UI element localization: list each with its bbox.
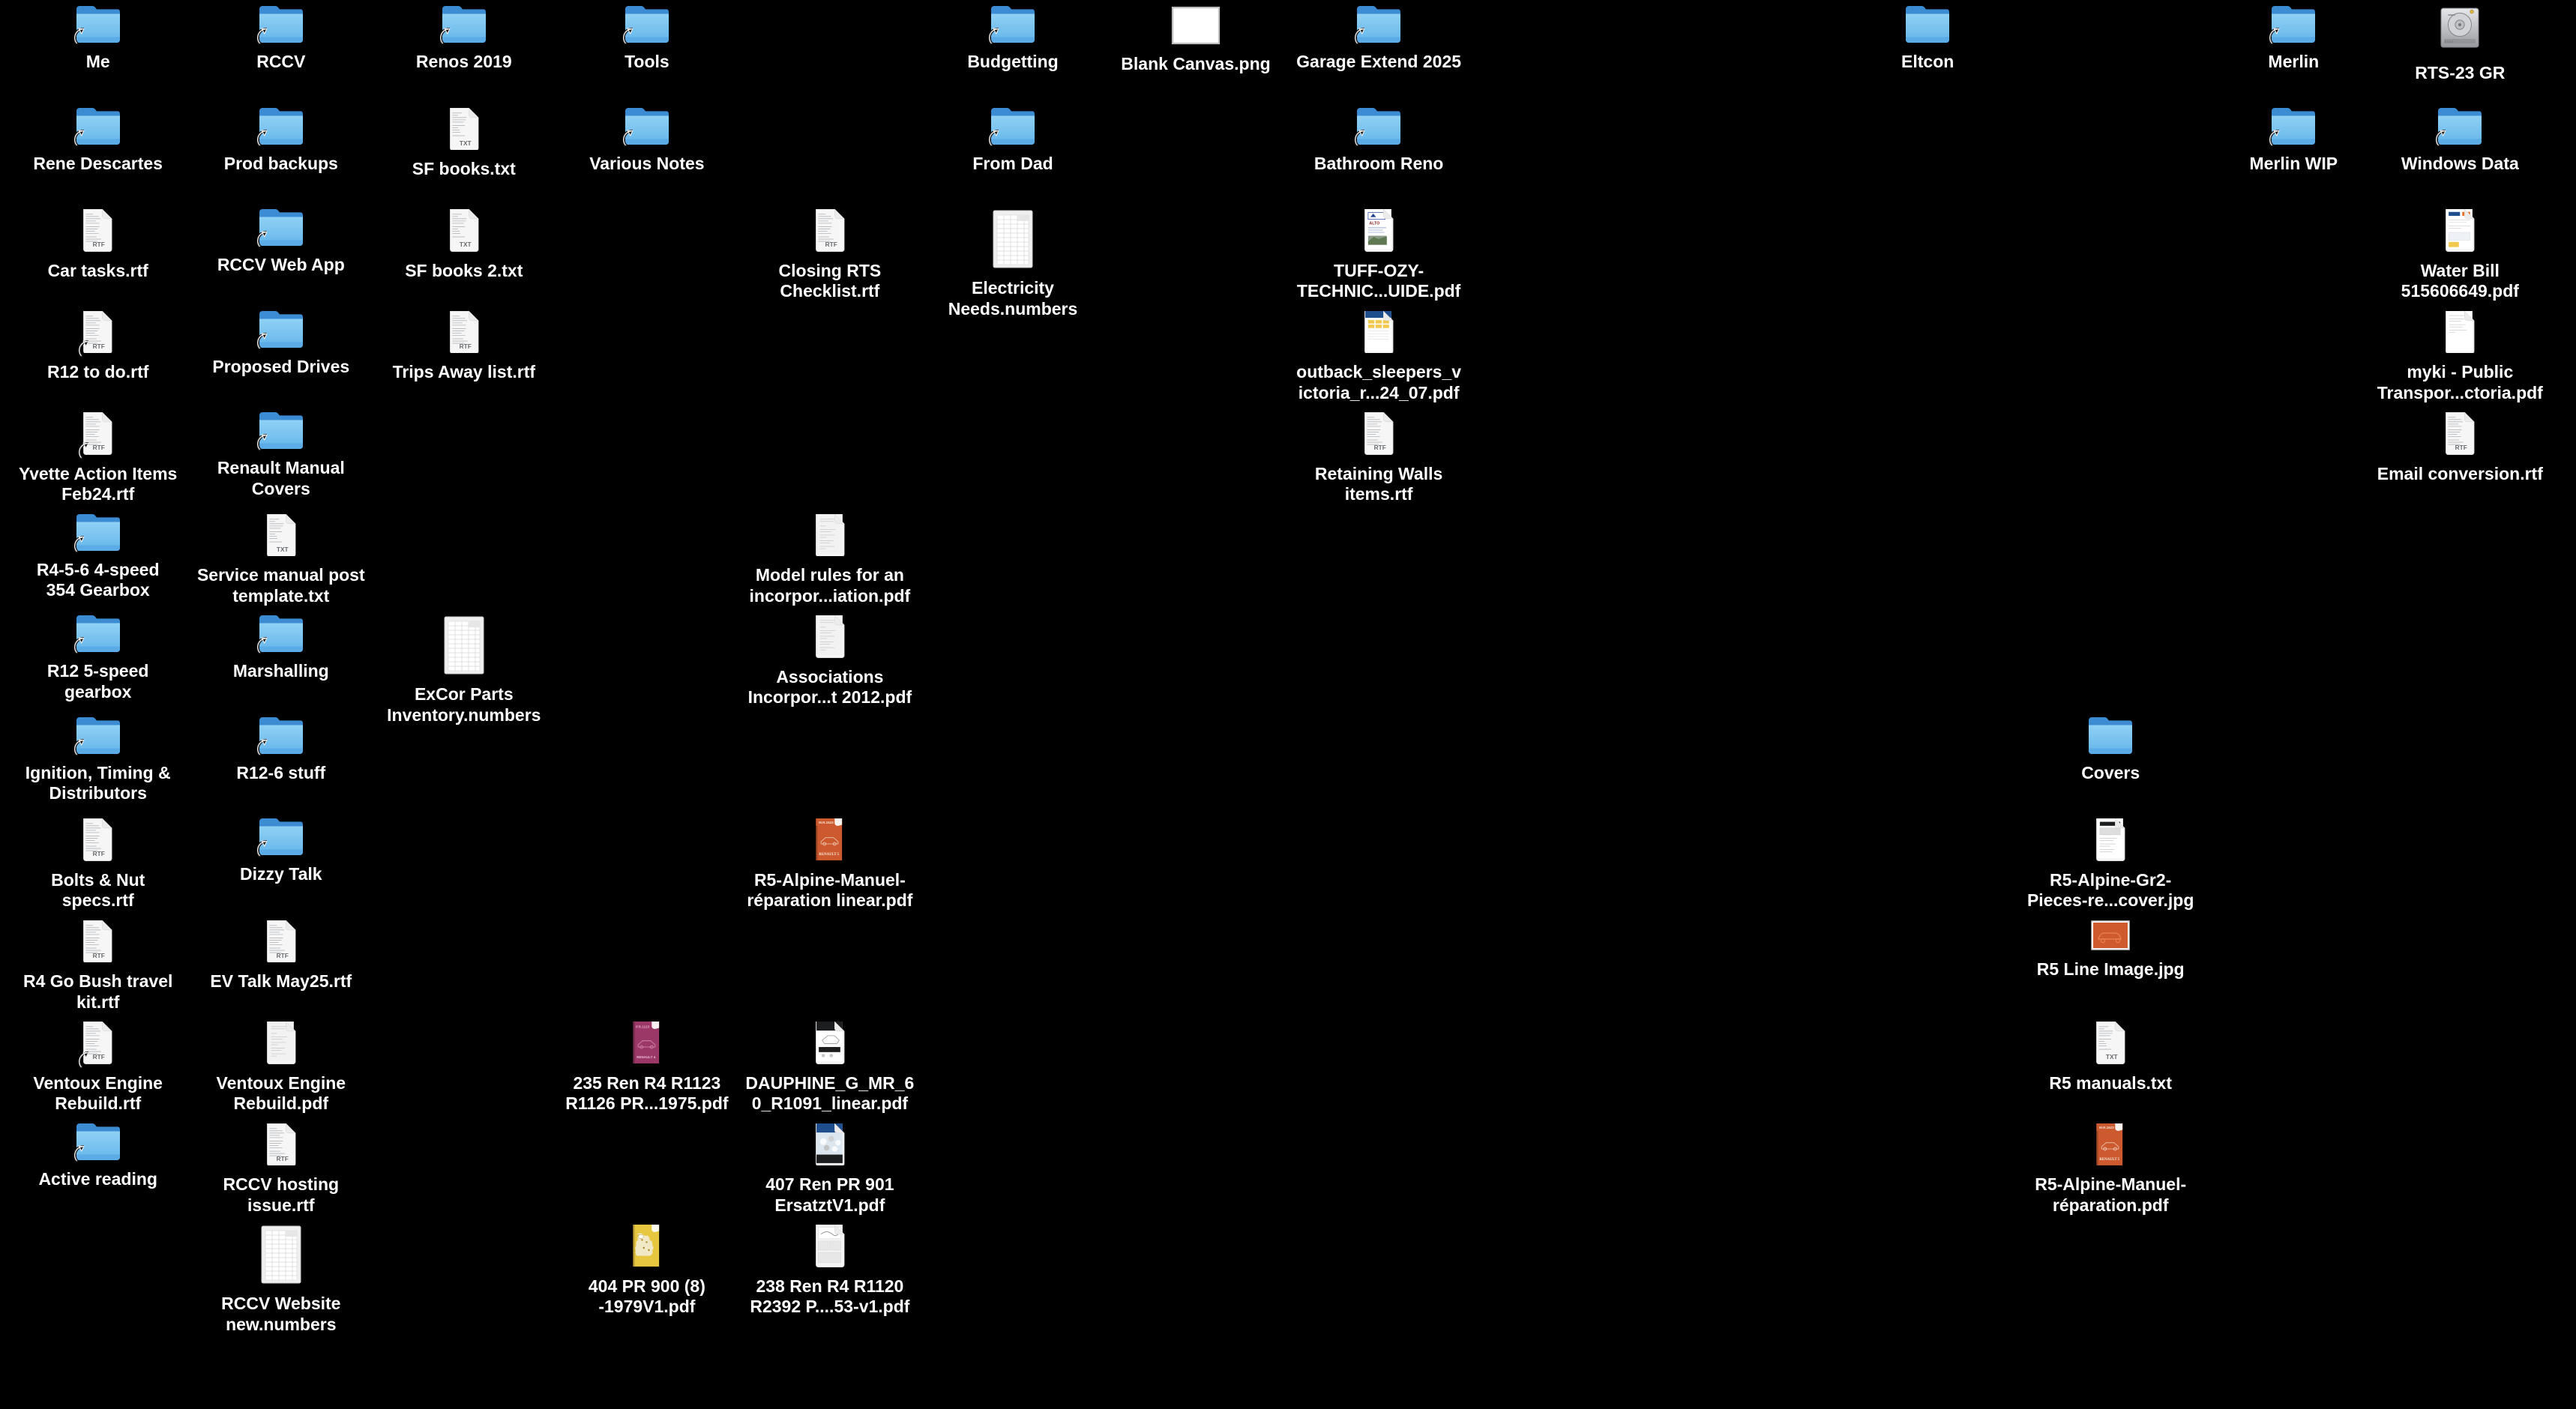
svg-text:TXT: TXT (459, 241, 471, 248)
svg-text:RTF: RTF (93, 951, 105, 959)
svg-text:ALTO: ALTO (1369, 221, 1379, 226)
svg-text:RTF: RTF (93, 241, 105, 248)
svg-text:RTF: RTF (93, 850, 105, 857)
svg-text:RTF: RTF (93, 444, 105, 451)
svg-text:RTF: RTF (2455, 444, 2467, 451)
svg-text:TXT: TXT (459, 139, 471, 146)
svg-text:M.R.1523: M.R.1523 (819, 821, 834, 824)
svg-text:M.R.1523: M.R.1523 (2099, 1125, 2114, 1129)
svg-text:TXT: TXT (276, 545, 288, 552)
svg-text:RTF: RTF (276, 951, 288, 959)
svg-text:RTF: RTF (276, 1154, 288, 1162)
svg-text:RTF: RTF (825, 241, 837, 248)
svg-text:RTF: RTF (93, 342, 105, 349)
svg-text:RTF: RTF (93, 1053, 105, 1060)
svg-text:RENAULT 5: RENAULT 5 (819, 853, 839, 857)
svg-text:TXT: TXT (2106, 1053, 2118, 1060)
svg-text:RTF: RTF (459, 342, 471, 349)
svg-text:RENAULT 4: RENAULT 4 (637, 1055, 655, 1059)
svg-text:RENAULT 5: RENAULT 5 (2099, 1158, 2119, 1162)
svg-text:P.R.1123: P.R.1123 (636, 1025, 649, 1028)
svg-text:RTF: RTF (1374, 444, 1386, 451)
